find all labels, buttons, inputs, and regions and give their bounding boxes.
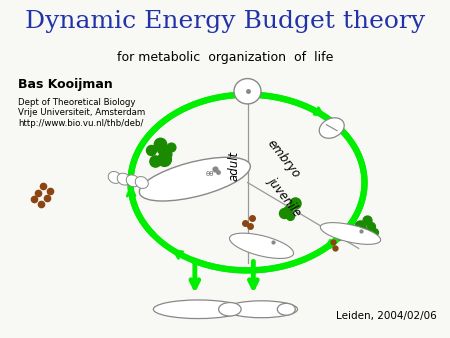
Ellipse shape xyxy=(277,304,295,315)
Ellipse shape xyxy=(219,303,241,316)
Ellipse shape xyxy=(225,301,297,318)
Text: for metabolic  organization  of  life: for metabolic organization of life xyxy=(117,51,333,64)
Ellipse shape xyxy=(320,223,381,244)
Ellipse shape xyxy=(140,157,250,201)
Ellipse shape xyxy=(135,176,148,189)
Ellipse shape xyxy=(234,79,261,104)
Text: Dynamic Energy Budget theory: Dynamic Energy Budget theory xyxy=(25,10,425,33)
Text: embryo: embryo xyxy=(265,137,303,181)
Ellipse shape xyxy=(230,233,293,259)
Text: Leiden, 2004/02/06: Leiden, 2004/02/06 xyxy=(336,311,436,321)
Text: juvenile: juvenile xyxy=(266,174,304,218)
Ellipse shape xyxy=(153,300,243,318)
Ellipse shape xyxy=(320,118,344,138)
Text: Dept of Theoretical Biology
Vrije Universiteit, Amsterdam
http://www.bio.vu.nl/t: Dept of Theoretical Biology Vrije Univer… xyxy=(18,98,145,128)
Ellipse shape xyxy=(108,171,122,184)
Text: Bas Kooijman: Bas Kooijman xyxy=(18,78,113,91)
Ellipse shape xyxy=(117,173,130,185)
Text: adult: adult xyxy=(228,150,240,181)
Text: θθ: θθ xyxy=(206,171,214,177)
Ellipse shape xyxy=(126,175,140,187)
